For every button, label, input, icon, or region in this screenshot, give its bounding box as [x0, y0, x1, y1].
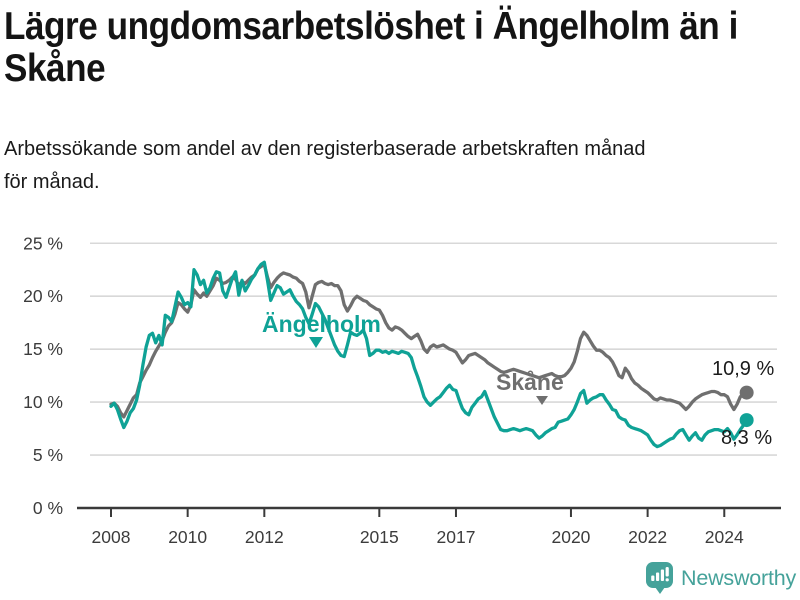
end-value-label-angelholm: 8,3 %	[721, 427, 773, 449]
newsworthy-logo-icon	[646, 562, 673, 594]
chart-title-line1: Lägre ungdomsarbetslöshet i Ängelholm än…	[4, 5, 738, 48]
series-label-skane: Skåne	[496, 369, 564, 395]
series-end-dot-skne	[739, 385, 754, 400]
y-tick-label: 25 %	[23, 233, 63, 253]
x-tick-label: 2012	[245, 527, 284, 547]
x-tick-label: 2017	[437, 527, 476, 547]
y-tick-label: 10 %	[23, 392, 63, 412]
angelholm-pointer-icon	[309, 337, 323, 348]
chart-subtitle: Arbetssökande som andel av den registerb…	[4, 133, 646, 199]
x-tick-label: 2008	[92, 527, 131, 547]
y-tick-label: 5 %	[33, 445, 63, 465]
chart-title-line2: Skåne	[4, 47, 106, 90]
x-tick-label: 2024	[705, 527, 744, 547]
y-tick-label: 20 %	[23, 286, 63, 306]
x-tick-label: 2015	[360, 527, 399, 547]
chart-subtitle-line2: för månad.	[4, 171, 100, 193]
newsworthy-logo-text: Newsworthy	[681, 565, 797, 590]
skane-pointer-icon	[536, 396, 548, 405]
series-line-ngelholm	[109, 260, 749, 449]
x-tick-label: 2020	[551, 527, 590, 547]
end-value-label-skane: 10,9 %	[712, 358, 775, 380]
x-tick-label: 2022	[628, 527, 667, 547]
chart-title: Lägre ungdomsarbetslöshet i Ängelholm än…	[4, 6, 738, 90]
chart-subtitle-line1: Arbetssökande som andel av den registerb…	[4, 138, 646, 160]
series-label-angelholm: Ängelholm	[262, 311, 381, 337]
newsworthy-logo: Newsworthy	[645, 561, 796, 595]
y-tick-label: 15 %	[23, 339, 63, 359]
x-tick-label: 2010	[168, 527, 207, 547]
series-line-skne	[109, 262, 749, 419]
series-end-dot-ngelholm	[739, 413, 754, 428]
y-tick-label: 0 %	[33, 498, 63, 518]
